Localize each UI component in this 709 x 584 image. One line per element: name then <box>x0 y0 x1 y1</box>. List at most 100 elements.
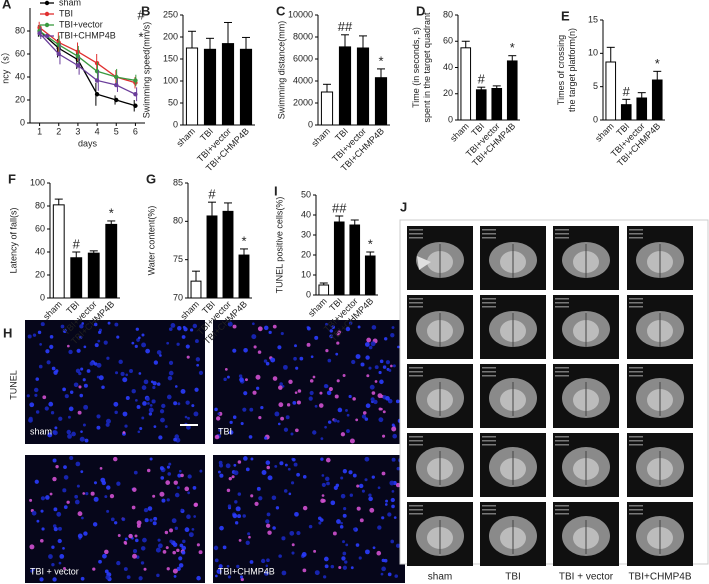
nucleus <box>355 418 359 422</box>
scan-text <box>482 237 496 239</box>
nucleus <box>196 363 200 367</box>
nucleus <box>377 525 382 530</box>
y-axis-title: spent in the target quadrant <box>422 12 432 123</box>
nucleus <box>185 344 190 349</box>
nucleus <box>288 379 293 385</box>
x-tick-label: sham <box>306 296 329 319</box>
bar <box>506 60 518 121</box>
nucleus <box>173 480 178 485</box>
nucleus <box>105 575 110 580</box>
nucleus <box>380 572 384 576</box>
bar <box>364 255 376 296</box>
legend-label: sham <box>59 0 81 7</box>
panel-letter: J <box>400 199 407 214</box>
nucleus <box>299 356 304 361</box>
nucleus <box>342 551 347 556</box>
y-tick-label: 20 <box>443 88 453 98</box>
nucleus <box>245 378 248 382</box>
nucleus <box>321 482 326 487</box>
nucleus <box>137 430 141 434</box>
nucleus <box>306 342 311 347</box>
nucleus <box>137 336 141 340</box>
nucleus <box>314 404 318 408</box>
nucleus <box>121 517 126 522</box>
nucleus <box>279 461 284 466</box>
bar <box>374 77 388 126</box>
nucleus <box>134 534 138 538</box>
scan-text <box>555 371 569 373</box>
nucleus <box>79 436 85 442</box>
scan-text <box>482 509 496 511</box>
scan-text <box>409 513 423 515</box>
bar <box>238 254 250 299</box>
nucleus <box>381 471 386 476</box>
nucleus <box>330 564 335 569</box>
nucleus <box>310 355 314 359</box>
significance: * <box>241 233 246 248</box>
scan-text <box>555 306 569 308</box>
nucleus <box>280 416 285 421</box>
nucleus <box>277 422 281 426</box>
nucleus <box>219 473 224 478</box>
nucleus <box>249 407 254 412</box>
nucleus <box>232 513 238 519</box>
nucleus <box>222 545 227 550</box>
nucleus <box>29 498 33 502</box>
image-panels <box>25 219 709 583</box>
point <box>133 103 138 108</box>
column-label: TBI+CHMP4B <box>628 572 691 583</box>
nucleus <box>370 341 376 347</box>
nucleus <box>160 417 165 423</box>
nucleus <box>102 553 107 559</box>
nucleus <box>31 568 35 571</box>
nucleus <box>124 424 128 428</box>
y-tick-label: 10 <box>588 48 598 58</box>
nucleus <box>227 321 233 327</box>
nucleus <box>116 335 120 339</box>
nucleus <box>226 564 230 568</box>
y-tick-label: 0 <box>20 117 25 127</box>
stain-title: TUNEL <box>8 370 18 400</box>
scan-text <box>482 306 496 308</box>
nucleus <box>152 494 156 498</box>
nucleus <box>336 379 340 383</box>
nucleus <box>324 384 329 389</box>
nucleus <box>360 362 365 367</box>
nucleus <box>272 376 278 381</box>
nucleus <box>106 356 110 360</box>
nucleus <box>173 574 177 578</box>
nucleus <box>66 429 71 435</box>
nucleus <box>81 322 85 325</box>
nucleus <box>352 397 356 401</box>
significance: ## <box>338 19 353 34</box>
nucleus <box>240 577 244 582</box>
nucleus <box>33 387 39 393</box>
nucleus <box>378 417 384 423</box>
nucleus <box>68 415 71 419</box>
nucleus <box>308 524 313 529</box>
nucleus <box>314 570 320 576</box>
point <box>37 31 42 36</box>
y-axis-title: Swimming speed(mm/s) <box>141 22 151 119</box>
nucleus <box>80 576 85 581</box>
nucleus <box>37 330 42 335</box>
nucleus <box>54 426 58 430</box>
nucleus <box>301 552 307 557</box>
nucleus <box>113 401 119 407</box>
nucleus <box>216 416 221 421</box>
y-tick-label: 70 <box>173 292 183 302</box>
nucleus <box>266 465 270 470</box>
nucleus <box>85 491 89 496</box>
nucleus <box>147 402 150 405</box>
nucleus <box>156 382 161 386</box>
nucleus <box>29 544 35 550</box>
nucleus <box>281 570 287 576</box>
nucleus <box>225 463 231 469</box>
micrograph <box>213 455 405 583</box>
nucleus <box>368 496 373 502</box>
x-tick-label: sham <box>309 126 332 149</box>
y-tick-label: 2000 <box>293 97 313 107</box>
nucleus <box>169 539 173 544</box>
nucleus <box>187 474 192 479</box>
nucleus <box>48 401 54 407</box>
